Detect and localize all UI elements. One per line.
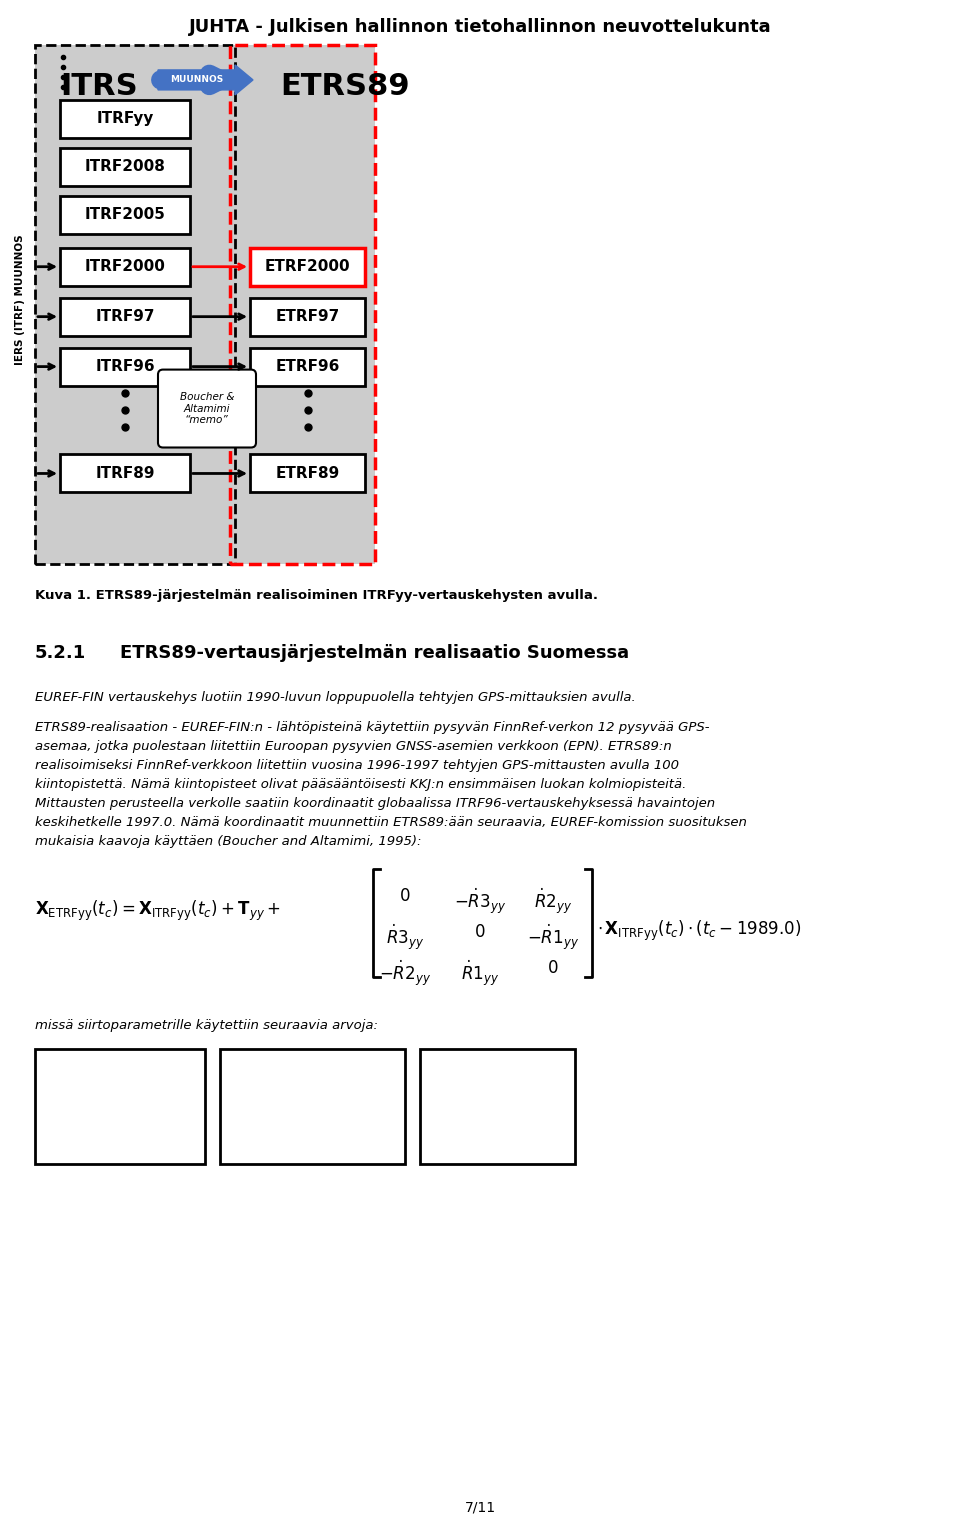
Text: ITRF89: ITRF89 [95,466,155,481]
Text: JUHTA - Julkisen hallinnon tietohallinnon neuvottelukunta: JUHTA - Julkisen hallinnon tietohallinno… [189,18,771,36]
FancyBboxPatch shape [158,369,256,448]
Bar [420,1049,575,1164]
Text: $\dot{R}3_{yy}$: $\dot{R}3_{yy}$ [386,923,424,952]
Text: $\dot{R}2_{96} = 0.50$: $\dot{R}2_{96} = 0.50$ [230,1096,318,1119]
Text: $-\dot{R}1_{yy}$: $-\dot{R}1_{yy}$ [527,923,579,952]
Bar [60,454,190,492]
Text: 5.2.1: 5.2.1 [35,644,86,662]
Text: ETRF89: ETRF89 [276,466,340,481]
Text: $Tx_{96} = 4.1\,\mathrm{cm}$: $Tx_{96} = 4.1\,\mathrm{cm}$ [45,1067,147,1085]
Bar [250,247,365,285]
Bar [35,46,235,565]
Text: asemaa, jotka puolestaan liitettiin Euroopan pysyvien GNSS-asemien verkkoon (EPN: asemaa, jotka puolestaan liitettiin Euro… [35,741,672,753]
Text: $\dot{R}2_{yy}$: $\dot{R}2_{yy}$ [534,887,572,917]
Text: ITRF96: ITRF96 [95,360,155,373]
Text: ITRF2008: ITRF2008 [84,159,165,175]
Text: $\cdot\,\mathbf{X}_{\mathrm{ITRFyy}}(t_c)\cdot(t_c-1989.0)$: $\cdot\,\mathbf{X}_{\mathrm{ITRFyy}}(t_c… [597,918,802,943]
Text: $\dot{R}1_{yy}$: $\dot{R}1_{yy}$ [461,959,499,988]
Text: ITRFyy: ITRFyy [96,111,154,126]
Text: $Ty_{96} = 4.1\,\mathrm{cm}$: $Ty_{96} = 4.1\,\mathrm{cm}$ [45,1096,147,1114]
Bar [230,46,375,565]
Bar [60,147,190,185]
Text: ITRF2005: ITRF2005 [84,208,165,222]
Text: IERS (ITRF) MUUNNOS: IERS (ITRF) MUUNNOS [15,234,25,364]
Text: $[0.001\text{"}/v]$: $[0.001\text{"}/v]$ [435,1125,513,1142]
Text: $0$: $0$ [474,923,486,941]
Text: ETRS89-vertausjärjestelmän realisaatio Suomessa: ETRS89-vertausjärjestelmän realisaatio S… [120,644,629,662]
Text: ETRF2000: ETRF2000 [265,260,350,275]
Text: $-\dot{R}2_{yy}$: $-\dot{R}2_{yy}$ [379,959,431,988]
Text: Mittausten perusteella verkolle saatiin koordinaatit globaalissa ITRF96-vertausk: Mittausten perusteella verkolle saatiin … [35,797,715,811]
Bar [35,1049,205,1164]
Text: $[0.001\text{"}/v]$: $[0.001\text{"}/v]$ [435,1096,513,1113]
Bar [35,46,375,565]
Bar [60,348,190,386]
Text: $[0.001\text{"}/v]$: $[0.001\text{"}/v]$ [435,1067,513,1084]
Text: ITRF97: ITRF97 [95,310,155,325]
Text: ETRS89: ETRS89 [280,71,410,100]
Text: mukaisia kaavoja käyttäen (Boucher and Altamimi, 1995):: mukaisia kaavoja käyttäen (Boucher and A… [35,835,421,849]
Text: $0$: $0$ [547,959,559,978]
Text: realisoimiseksi FinnRef-verkkoon liitettiin vuosina 1996-1997 tehtyjen GPS-mitta: realisoimiseksi FinnRef-verkkoon liitett… [35,759,679,773]
Text: ETRF96: ETRF96 [276,360,340,373]
Text: MUUNNOS: MUUNNOS [170,76,223,85]
Text: $-\dot{R}3_{yy}$: $-\dot{R}3_{yy}$ [454,887,506,917]
Bar [60,100,190,138]
Text: Kuva 1. ETRS89-järjestelmän realisoiminen ITRFyy-vertauskehysten avulla.: Kuva 1. ETRS89-järjestelmän realisoimine… [35,589,598,603]
Text: $Tz_{96} = -4.9\,\mathrm{cm}$: $Tz_{96} = -4.9\,\mathrm{cm}$ [45,1125,164,1143]
Text: kiintopistettä. Nämä kiintopisteet olivat pääsääntöisesti KKJ:n ensimmäisen luok: kiintopistettä. Nämä kiintopisteet oliva… [35,779,686,791]
Text: EUREF-FIN vertauskehys luotiin 1990-luvun loppupuolella tehtyjen GPS-mittauksien: EUREF-FIN vertauskehys luotiin 1990-luvu… [35,691,636,704]
Text: missä siirtoparametrille käytettiin seuraavia arvoja:: missä siirtoparametrille käytettiin seur… [35,1019,378,1032]
Text: Boucher &
Altamimi
“memo”: Boucher & Altamimi “memo” [180,392,234,425]
Bar [60,298,190,335]
Text: keskihetkelle 1997.0. Nämä koordinaatit muunnettiin ETRS89:ään seuraavia, EUREF-: keskihetkelle 1997.0. Nämä koordinaatit … [35,817,747,829]
Text: $0$: $0$ [399,887,411,905]
Text: ITRS: ITRS [60,71,137,100]
Text: $\dot{R}3_{96} = -0.65$: $\dot{R}3_{96} = -0.65$ [230,1125,337,1149]
Bar [250,298,365,335]
Bar [60,196,190,234]
Text: $\dot{R}1_{96} = 0.20$: $\dot{R}1_{96} = 0.20$ [230,1067,317,1090]
Text: ETRS89-realisaation - EUREF-FIN:n - lähtöpisteinä käytettiin pysyvän FinnRef-ver: ETRS89-realisaation - EUREF-FIN:n - läht… [35,721,709,735]
Text: ETRF97: ETRF97 [276,310,340,325]
Bar [250,348,365,386]
Text: ITRF2000: ITRF2000 [84,260,165,275]
Bar [60,247,190,285]
Bar [250,454,365,492]
Text: $\mathbf{X}_{\mathrm{ETRFyy}}(t_c) = \mathbf{X}_{\mathrm{ITRFyy}}(t_c) + \mathbf: $\mathbf{X}_{\mathrm{ETRFyy}}(t_c) = \ma… [35,899,281,923]
FancyArrow shape [158,65,253,96]
Bar [220,1049,405,1164]
Text: 7/11: 7/11 [465,1500,495,1515]
